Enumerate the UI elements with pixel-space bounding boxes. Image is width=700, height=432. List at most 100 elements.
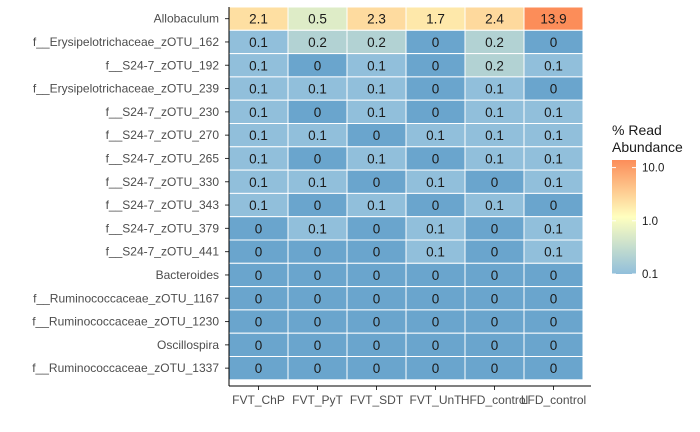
cell-value-label: 0 — [432, 291, 440, 306]
column-label: LFD_control — [521, 393, 586, 407]
cell-value-label: 0 — [432, 338, 440, 353]
cell-value-label: 0 — [373, 221, 381, 236]
cell-value-label: 0.1 — [426, 175, 445, 190]
cell-value-label: 0.1 — [485, 198, 504, 213]
cell-value-label: 1.7 — [426, 12, 445, 27]
cell-value-label: 0.1 — [426, 245, 445, 260]
cell-value-label: 0.1 — [544, 151, 563, 166]
cell-value-label: 0 — [255, 361, 263, 376]
cell-value-label: 0 — [373, 361, 381, 376]
cell-value-label: 0.1 — [249, 82, 268, 97]
cell-value-label: 13.9 — [540, 12, 566, 27]
cell-value-label: 0 — [373, 268, 381, 283]
cell-value-label: 0.1 — [367, 58, 386, 73]
row-label: Bacteroides — [156, 268, 219, 282]
row-label: f__S24-7_zOTU_441 — [106, 245, 220, 259]
cell-value-label: 0 — [255, 268, 263, 283]
row-label: f__Erysipelotrichaceae_zOTU_162 — [33, 35, 219, 49]
row-label: f__S24-7_zOTU_230 — [106, 105, 220, 119]
row-label: Allobaculum — [154, 12, 219, 26]
cell-value-label: 0.2 — [485, 35, 504, 50]
cell-value-label: 0 — [550, 361, 558, 376]
cell-value-label: 0 — [432, 105, 440, 120]
row-labels: Allobaculum f__Erysipelotrichaceae_zOTU_1… — [32, 12, 229, 375]
cell-value-label: 0.1 — [249, 105, 268, 120]
cell-value-label: 0 — [314, 245, 322, 260]
row-label: f__Ruminococcaceae_zOTU_1337 — [32, 361, 219, 375]
cell-value-label: 0 — [550, 315, 558, 330]
cell-value-label: 0.5 — [308, 12, 327, 27]
cell-value-label: 0 — [255, 338, 263, 353]
cell-value-label: 0 — [314, 151, 322, 166]
axes — [228, 7, 591, 387]
row-label: f__S24-7_zOTU_330 — [106, 175, 220, 189]
cell-value-label: 0.1 — [485, 82, 504, 97]
row-label: f__Ruminococcaceae_zOTU_1230 — [32, 315, 219, 329]
row-label: f__S24-7_zOTU_343 — [106, 198, 220, 212]
cell-value-label: 0.1 — [544, 175, 563, 190]
cell-value-label: 0 — [550, 338, 558, 353]
cell-value-label: 0.1 — [308, 128, 327, 143]
cell-value-label: 0 — [255, 315, 263, 330]
cell-value-label: 0 — [550, 268, 558, 283]
cell-value-label: 0 — [255, 291, 263, 306]
legend-tick-label: 0.1 — [642, 269, 658, 281]
column-label: FVT_UnT — [409, 393, 462, 407]
cell-value-label: 0.2 — [367, 35, 386, 50]
row-label: f__Ruminococcaceae_zOTU_1167 — [33, 291, 219, 305]
color-legend: % Read Abundance 0.1 1.0 10.0 — [612, 122, 683, 281]
column-label: HFD_control — [461, 393, 528, 407]
cell-value-label: 0 — [432, 58, 440, 73]
cell-value-label: 0 — [255, 245, 263, 260]
row-label: f__Erysipelotrichaceae_zOTU_239 — [33, 82, 219, 96]
cell-value-label: 0 — [314, 315, 322, 330]
column-labels: FVT_ChP FVT_PyT FVT_SDT FVT_UnT HFD_controlL… — [232, 386, 586, 407]
cell-value-label: 0.2 — [485, 58, 504, 73]
cell-value-label: 0 — [432, 268, 440, 283]
cell-value-label: 0 — [491, 175, 499, 190]
heatmap-cells — [228, 6, 584, 381]
cell-value-label: 0 — [550, 198, 558, 213]
cell-value-label: 0.1 — [426, 128, 445, 143]
cell-value-label: 0 — [491, 291, 499, 306]
cell-value-label: 0.1 — [367, 82, 386, 97]
row-label: Oscillospira — [157, 338, 219, 352]
cell-value-label: 0 — [432, 151, 440, 166]
cell-value-label: 0 — [432, 198, 440, 213]
cell-value-label: 0 — [491, 245, 499, 260]
cell-value-label: 0 — [550, 291, 558, 306]
cell-value-label: 0 — [491, 268, 499, 283]
heatmap-cell-labels: 2.1 0.5 2.3 1.7 2.4 13.9 0.1 0.2 0.2 0 0.2 0 0.1 0 0.1… — [249, 12, 567, 376]
cell-value-label: 0 — [314, 268, 322, 283]
cell-value-label: 0 — [432, 82, 440, 97]
cell-value-label: 0.1 — [367, 198, 386, 213]
cell-value-label: 0 — [491, 338, 499, 353]
cell-value-label: 0.1 — [249, 35, 268, 50]
cell-value-label: 0 — [491, 361, 499, 376]
cell-value-label: 0 — [255, 221, 263, 236]
cell-value-label: 2.1 — [249, 12, 268, 27]
cell-value-label: 0.1 — [544, 58, 563, 73]
cell-value-label: 0.1 — [249, 175, 268, 190]
column-label: FVT_SDT — [350, 393, 404, 407]
cell-value-label: 0.1 — [249, 58, 268, 73]
cell-value-label: 0 — [550, 35, 558, 50]
cell-value-label: 2.3 — [367, 12, 386, 27]
cell-value-label: 0 — [314, 291, 322, 306]
cell-value-label: 0.1 — [367, 105, 386, 120]
cell-value-label: 0.2 — [308, 35, 327, 50]
heatmap-cell — [523, 356, 584, 381]
cell-value-label: 0 — [491, 221, 499, 236]
legend-colorbar — [612, 160, 636, 274]
cell-value-label: 0 — [373, 128, 381, 143]
cell-value-label: 0 — [314, 198, 322, 213]
column-label: FVT_PyT — [292, 393, 343, 407]
cell-value-label: 0 — [491, 315, 499, 330]
cell-value-label: 0.1 — [249, 151, 268, 166]
cell-value-label: 0 — [373, 175, 381, 190]
cell-value-label: 0 — [314, 361, 322, 376]
column-label: FVT_ChP — [232, 393, 285, 407]
cell-value-label: 0 — [373, 245, 381, 260]
legend-tick-label: 10.0 — [642, 163, 664, 175]
